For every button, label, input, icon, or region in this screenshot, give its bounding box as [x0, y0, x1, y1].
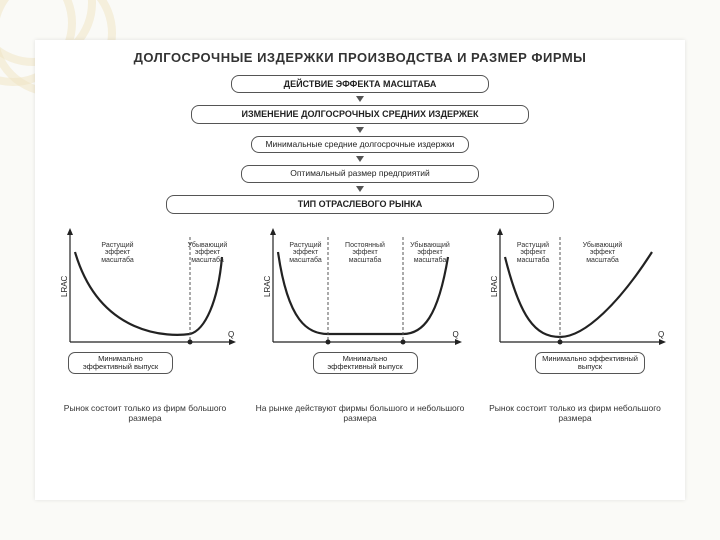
arrow-icon	[356, 186, 364, 192]
diagram-page: ДОЛГОСРОЧНЫЕ ИЗДЕРЖКИ ПРОИЗВОДСТВА И РАЗ…	[35, 40, 685, 500]
region-label: Растущий эффект масштаба	[281, 242, 331, 265]
flow-box-1: ДЕЙСТВИЕ ЭФФЕКТА МАСШТАБА	[231, 75, 489, 93]
flow-box-3: Минимальные средние долгосрочные издержк…	[251, 136, 469, 154]
callout-box: Минимально эффективный выпуск	[313, 352, 418, 375]
chart-caption: Рынок состоит только из фирм большого ра…	[50, 403, 240, 423]
x-axis-label: Q	[658, 330, 664, 339]
flow-box-2: ИЗМЕНЕНИЕ ДОЛГОСРОЧНЫХ СРЕДНИХ ИЗДЕРЖЕК	[191, 105, 529, 123]
region-label: Убывающий эффект масштаба	[403, 242, 458, 265]
flow-box-5: ТИП ОТРАСЛЕВОГО РЫНКА	[166, 195, 554, 213]
chart-caption: На рынке действуют фирмы большого и небо…	[253, 403, 468, 423]
chart-2: LRAC Q Растущий эффект масштаба Постоянн…	[253, 222, 468, 423]
flow-box-4: Оптимальный размер предприятий	[241, 165, 479, 183]
callout-box: Минимально эффективный выпуск	[535, 352, 645, 375]
x-axis-label: Q	[228, 330, 234, 339]
y-axis-label: LRAC	[263, 275, 272, 296]
callout-box: Минимально эффективный выпуск	[68, 352, 173, 375]
region-label: Убывающий эффект масштаба	[180, 242, 235, 265]
region-label: Растущий эффект масштаба	[508, 242, 558, 265]
charts-row: LRAC Q Растущий эффект масштаба Убывающи…	[50, 222, 670, 423]
chart-1: LRAC Q Растущий эффект масштаба Убывающи…	[50, 222, 240, 423]
region-label: Растущий эффект масштаба	[90, 242, 145, 265]
arrow-icon	[356, 156, 364, 162]
region-label: Постоянный эффект масштаба	[338, 242, 393, 265]
x-axis-label: Q	[453, 330, 459, 339]
arrow-icon	[356, 127, 364, 133]
y-axis-label: LRAC	[60, 275, 69, 296]
page-title: ДОЛГОСРОЧНЫЕ ИЗДЕРЖКИ ПРОИЗВОДСТВА И РАЗ…	[50, 50, 670, 65]
flowchart: ДЕЙСТВИЕ ЭФФЕКТА МАСШТАБА ИЗМЕНЕНИЕ ДОЛГ…	[50, 75, 670, 214]
chart-caption: Рынок состоит только из фирм небольшого …	[480, 403, 670, 423]
y-axis-label: LRAC	[490, 275, 499, 296]
chart-3: LRAC Q Растущий эффект масштаба Убывающи…	[480, 222, 670, 423]
region-label: Убывающий эффект масштаба	[575, 242, 630, 265]
arrow-icon	[356, 96, 364, 102]
